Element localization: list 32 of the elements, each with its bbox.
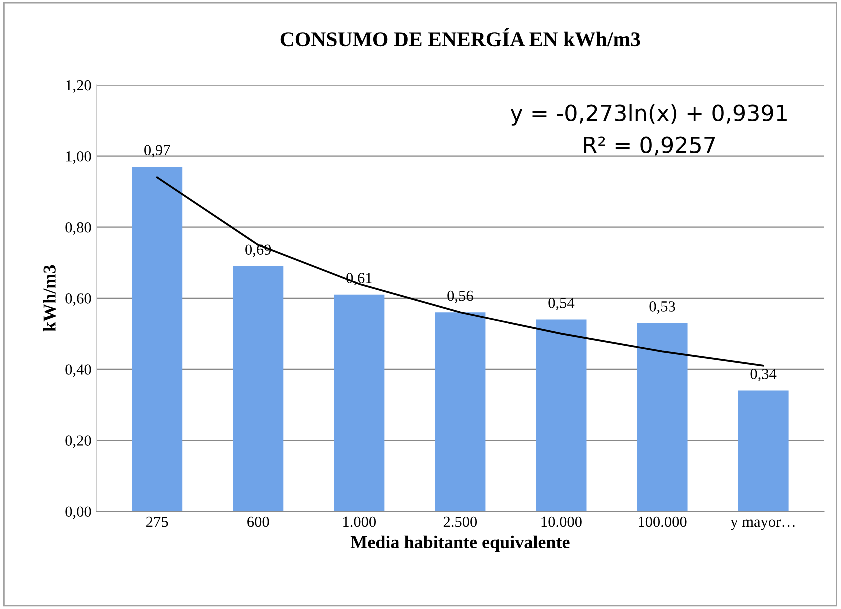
x-tick-label: 600: [248, 516, 270, 528]
x-tick-label: 2.500: [444, 516, 478, 528]
y-tick-label: 1,20: [66, 80, 92, 93]
bar: [738, 390, 789, 512]
y-tick-label: 0,80: [66, 222, 92, 236]
y-tick-label: 0,60: [66, 294, 92, 306]
x-axis-title: Media habitante equivalente: [350, 536, 570, 552]
bar: [435, 312, 486, 512]
bar: [233, 266, 284, 512]
bar: [536, 320, 587, 512]
line-series: [156, 176, 764, 367]
annotation: R² = 0,9257: [584, 136, 716, 156]
x-tick-label: 275: [146, 516, 168, 528]
x-tick-label: 100.000: [639, 516, 687, 528]
y-tick-label: 0,00: [66, 506, 92, 520]
data-label: 0,56: [448, 290, 474, 304]
annotation: y = -0,273ln(x) + 0,9391: [510, 104, 787, 126]
bar: [637, 323, 688, 512]
bar: [132, 166, 183, 512]
data-label: 0,53: [650, 302, 676, 314]
x-tick-label: 10.000: [542, 516, 582, 528]
data-label: 0,54: [548, 298, 575, 310]
y-tick-label: 0,40: [66, 364, 92, 378]
x-tick-label: y mayor…: [730, 520, 795, 530]
data-label: 0,97: [144, 145, 170, 158]
y-tick-label: 1,00: [66, 151, 92, 164]
data-label: 0,34: [750, 369, 777, 382]
chart-title: CONSUMO DE ENERGÍA EN kWh/m3: [280, 28, 640, 47]
y-tick-label: 0,20: [66, 436, 92, 448]
bar: [334, 294, 385, 512]
x-tick-label: 1.000: [344, 516, 376, 528]
y-axis-title: kWh/m3: [43, 265, 56, 332]
